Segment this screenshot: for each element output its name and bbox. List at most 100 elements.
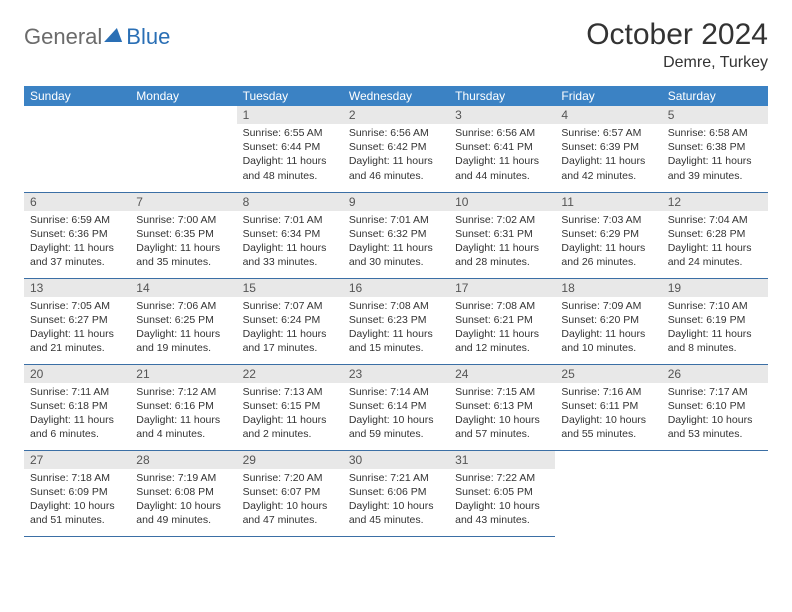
day-details: Sunrise: 6:56 AMSunset: 6:42 PMDaylight:… [343, 124, 449, 187]
calendar-cell: 26Sunrise: 7:17 AMSunset: 6:10 PMDayligh… [662, 364, 768, 450]
sunrise-line: Sunrise: 7:01 AM [349, 213, 443, 227]
calendar-cell: 27Sunrise: 7:18 AMSunset: 6:09 PMDayligh… [24, 450, 130, 536]
day-number: 1 [237, 106, 343, 124]
calendar-row: 6Sunrise: 6:59 AMSunset: 6:36 PMDaylight… [24, 192, 768, 278]
day-number: 5 [662, 106, 768, 124]
sunset-line: Sunset: 6:11 PM [561, 399, 655, 413]
daylight-line: Daylight: 11 hours and 6 minutes. [30, 413, 124, 441]
location-label: Demre, Turkey [586, 54, 768, 72]
calendar-row: 0 0 1Sunrise: 6:55 AMSunset: 6:44 PMDayl… [24, 106, 768, 192]
sunrise-line: Sunrise: 7:09 AM [561, 299, 655, 313]
calendar-cell: 30Sunrise: 7:21 AMSunset: 6:06 PMDayligh… [343, 450, 449, 536]
sunset-line: Sunset: 6:16 PM [136, 399, 230, 413]
calendar-cell: 14Sunrise: 7:06 AMSunset: 6:25 PMDayligh… [130, 278, 236, 364]
day-number: 8 [237, 193, 343, 211]
day-details: Sunrise: 7:17 AMSunset: 6:10 PMDaylight:… [662, 383, 768, 446]
calendar-cell: 28Sunrise: 7:19 AMSunset: 6:08 PMDayligh… [130, 450, 236, 536]
sunrise-line: Sunrise: 7:02 AM [455, 213, 549, 227]
day-details: Sunrise: 6:58 AMSunset: 6:38 PMDaylight:… [662, 124, 768, 187]
day-details: Sunrise: 7:21 AMSunset: 6:06 PMDaylight:… [343, 469, 449, 532]
sunrise-line: Sunrise: 7:00 AM [136, 213, 230, 227]
daylight-line: Daylight: 10 hours and 53 minutes. [668, 413, 762, 441]
day-details: Sunrise: 7:06 AMSunset: 6:25 PMDaylight:… [130, 297, 236, 360]
daylight-line: Daylight: 11 hours and 26 minutes. [561, 241, 655, 269]
calendar-cell: 22Sunrise: 7:13 AMSunset: 6:15 PMDayligh… [237, 364, 343, 450]
sunset-line: Sunset: 6:15 PM [243, 399, 337, 413]
sunrise-line: Sunrise: 7:18 AM [30, 471, 124, 485]
day-number: 7 [130, 193, 236, 211]
day-details: Sunrise: 7:13 AMSunset: 6:15 PMDaylight:… [237, 383, 343, 446]
day-number: 21 [130, 365, 236, 383]
daylight-line: Daylight: 11 hours and 39 minutes. [668, 154, 762, 182]
daylight-line: Daylight: 10 hours and 59 minutes. [349, 413, 443, 441]
sunset-line: Sunset: 6:32 PM [349, 227, 443, 241]
weekday-header: Wednesday [343, 86, 449, 106]
sunset-line: Sunset: 6:21 PM [455, 313, 549, 327]
weekday-header: Thursday [449, 86, 555, 106]
daylight-line: Daylight: 11 hours and 46 minutes. [349, 154, 443, 182]
title-block: October 2024 Demre, Turkey [586, 18, 768, 72]
sunrise-line: Sunrise: 7:10 AM [668, 299, 762, 313]
day-number: 29 [237, 451, 343, 469]
day-number: 28 [130, 451, 236, 469]
day-number: 23 [343, 365, 449, 383]
calendar-cell: 29Sunrise: 7:20 AMSunset: 6:07 PMDayligh… [237, 450, 343, 536]
sunrise-line: Sunrise: 7:20 AM [243, 471, 337, 485]
sunset-line: Sunset: 6:07 PM [243, 485, 337, 499]
sunset-line: Sunset: 6:09 PM [30, 485, 124, 499]
day-number: 17 [449, 279, 555, 297]
sunset-line: Sunset: 6:20 PM [561, 313, 655, 327]
calendar-cell: 9Sunrise: 7:01 AMSunset: 6:32 PMDaylight… [343, 192, 449, 278]
sunset-line: Sunset: 6:34 PM [243, 227, 337, 241]
calendar-cell: 18Sunrise: 7:09 AMSunset: 6:20 PMDayligh… [555, 278, 661, 364]
sunset-line: Sunset: 6:41 PM [455, 140, 549, 154]
day-number: 9 [343, 193, 449, 211]
sunrise-line: Sunrise: 7:15 AM [455, 385, 549, 399]
month-title: October 2024 [586, 18, 768, 52]
calendar-cell: 13Sunrise: 7:05 AMSunset: 6:27 PMDayligh… [24, 278, 130, 364]
sunrise-line: Sunrise: 7:08 AM [455, 299, 549, 313]
sunset-line: Sunset: 6:18 PM [30, 399, 124, 413]
sunset-line: Sunset: 6:42 PM [349, 140, 443, 154]
calendar-cell: 17Sunrise: 7:08 AMSunset: 6:21 PMDayligh… [449, 278, 555, 364]
sunset-line: Sunset: 6:29 PM [561, 227, 655, 241]
day-details: Sunrise: 7:03 AMSunset: 6:29 PMDaylight:… [555, 211, 661, 274]
calendar-cell: 23Sunrise: 7:14 AMSunset: 6:14 PMDayligh… [343, 364, 449, 450]
calendar-cell: 24Sunrise: 7:15 AMSunset: 6:13 PMDayligh… [449, 364, 555, 450]
calendar-row: 13Sunrise: 7:05 AMSunset: 6:27 PMDayligh… [24, 278, 768, 364]
day-number: 2 [343, 106, 449, 124]
calendar-cell: 7Sunrise: 7:00 AMSunset: 6:35 PMDaylight… [130, 192, 236, 278]
calendar-cell: 15Sunrise: 7:07 AMSunset: 6:24 PMDayligh… [237, 278, 343, 364]
sunrise-line: Sunrise: 6:59 AM [30, 213, 124, 227]
calendar-cell: 25Sunrise: 7:16 AMSunset: 6:11 PMDayligh… [555, 364, 661, 450]
daylight-line: Daylight: 10 hours and 49 minutes. [136, 499, 230, 527]
sunset-line: Sunset: 6:08 PM [136, 485, 230, 499]
daylight-line: Daylight: 11 hours and 42 minutes. [561, 154, 655, 182]
calendar-table: SundayMondayTuesdayWednesdayThursdayFrid… [24, 86, 768, 537]
sunrise-line: Sunrise: 7:13 AM [243, 385, 337, 399]
calendar-cell: 5Sunrise: 6:58 AMSunset: 6:38 PMDaylight… [662, 106, 768, 192]
day-number: 22 [237, 365, 343, 383]
daylight-line: Daylight: 11 hours and 21 minutes. [30, 327, 124, 355]
day-details: Sunrise: 7:11 AMSunset: 6:18 PMDaylight:… [24, 383, 130, 446]
day-details: Sunrise: 7:09 AMSunset: 6:20 PMDaylight:… [555, 297, 661, 360]
day-number: 19 [662, 279, 768, 297]
calendar-cell: 1Sunrise: 6:55 AMSunset: 6:44 PMDaylight… [237, 106, 343, 192]
calendar-cell: 21Sunrise: 7:12 AMSunset: 6:16 PMDayligh… [130, 364, 236, 450]
sunset-line: Sunset: 6:13 PM [455, 399, 549, 413]
daylight-line: Daylight: 10 hours and 51 minutes. [30, 499, 124, 527]
calendar-cell: 2Sunrise: 6:56 AMSunset: 6:42 PMDaylight… [343, 106, 449, 192]
calendar-cell: 12Sunrise: 7:04 AMSunset: 6:28 PMDayligh… [662, 192, 768, 278]
day-details: Sunrise: 7:07 AMSunset: 6:24 PMDaylight:… [237, 297, 343, 360]
sunset-line: Sunset: 6:23 PM [349, 313, 443, 327]
sunrise-line: Sunrise: 7:16 AM [561, 385, 655, 399]
daylight-line: Daylight: 10 hours and 55 minutes. [561, 413, 655, 441]
sunrise-line: Sunrise: 7:07 AM [243, 299, 337, 313]
calendar-cell: 31Sunrise: 7:22 AMSunset: 6:05 PMDayligh… [449, 450, 555, 536]
day-details: Sunrise: 7:16 AMSunset: 6:11 PMDaylight:… [555, 383, 661, 446]
sunrise-line: Sunrise: 7:01 AM [243, 213, 337, 227]
sunrise-line: Sunrise: 6:55 AM [243, 126, 337, 140]
day-details: Sunrise: 6:55 AMSunset: 6:44 PMDaylight:… [237, 124, 343, 187]
sunrise-line: Sunrise: 6:57 AM [561, 126, 655, 140]
day-details: Sunrise: 7:10 AMSunset: 6:19 PMDaylight:… [662, 297, 768, 360]
